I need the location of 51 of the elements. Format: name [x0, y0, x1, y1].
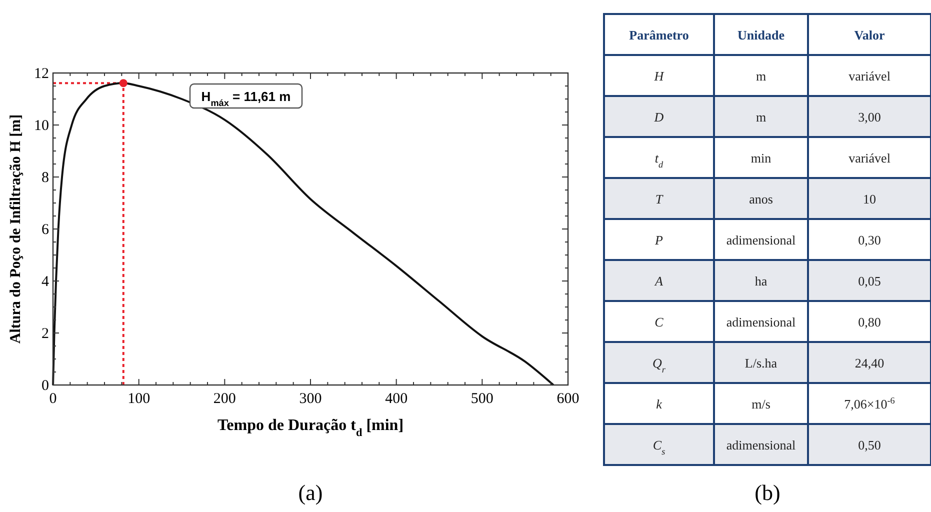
text: A — [655, 274, 663, 288]
text: adimensional — [726, 438, 796, 452]
text: (a) — [298, 480, 323, 505]
text: variável — [848, 68, 890, 84]
text: 0,80 — [858, 314, 881, 330]
text: m — [756, 68, 766, 84]
text: adimensional — [726, 232, 796, 248]
y-tick-label: 0 — [42, 378, 49, 394]
x-tick-label: 300 — [299, 391, 322, 407]
y-tick-label: 10 — [34, 118, 49, 134]
text: (b) — [754, 480, 780, 505]
text: 0,50 — [858, 438, 881, 452]
text: ha — [754, 274, 768, 288]
x-tick-label: 100 — [128, 391, 150, 407]
text: D — [654, 110, 664, 124]
text: P — [655, 232, 663, 248]
y-tick-label: 4 — [42, 274, 50, 290]
x-tick-label: 600 — [556, 391, 580, 407]
x-tick-label: 400 — [385, 391, 408, 407]
text: 10 — [863, 192, 876, 206]
text: adimensional — [726, 314, 796, 330]
text: 3,00 — [858, 110, 881, 124]
y-axis-title: Altura do Poço de Infiltração H [m] — [8, 114, 24, 344]
category-label: Unidade — [738, 28, 785, 42]
y-tick-label: 12 — [34, 66, 49, 82]
text: T — [655, 192, 663, 206]
text: H — [654, 68, 664, 84]
category-label: Parâmetro — [629, 28, 689, 42]
text: t$_{d}$ — [654, 150, 664, 170]
category-label: Valor — [854, 28, 886, 42]
annotation: H$_{máx}$ = 11,61 m — [201, 89, 291, 108]
text: C — [654, 314, 664, 330]
text: 0,30 — [858, 232, 881, 248]
y-tick-label: 8 — [42, 170, 49, 186]
x-axis-title: Tempo de Duração t$_{d}$ [min] — [217, 417, 404, 439]
text: C$_{s}$ — [652, 438, 666, 456]
text: 7,06×10$^{-6}$ — [844, 396, 895, 412]
text: m/s — [752, 396, 770, 412]
x-tick-label: 500 — [470, 391, 494, 407]
text: Q$_{r}$ — [652, 356, 666, 374]
text: m — [756, 110, 766, 124]
text: variável — [848, 150, 890, 166]
text: min — [750, 150, 772, 166]
x-tick-label: 200 — [213, 391, 236, 407]
text: k — [656, 396, 662, 412]
y-tick-label: 2 — [42, 326, 49, 342]
text: L/s.ha — [744, 356, 778, 370]
text: anos — [749, 192, 773, 206]
text: 0,05 — [858, 274, 881, 288]
y-tick-label: 6 — [42, 222, 50, 238]
text: 24,40 — [854, 356, 884, 370]
